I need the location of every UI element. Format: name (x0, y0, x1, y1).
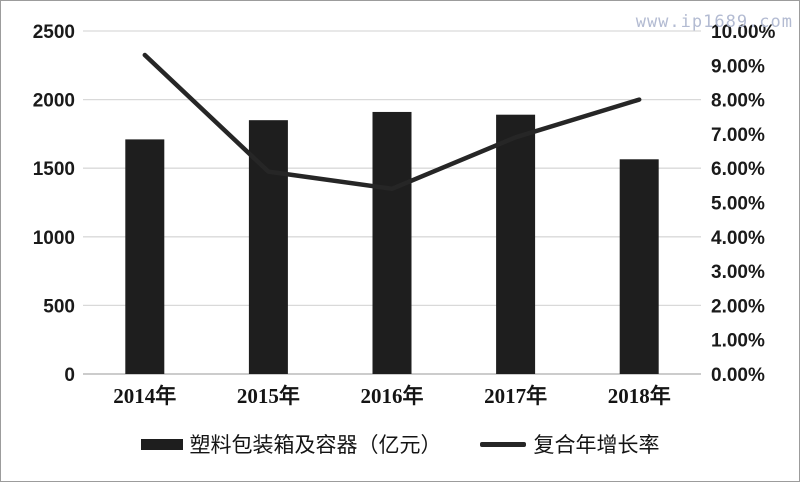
bar-2017年 (496, 114, 536, 374)
left-axis-tick-label: 2500 (33, 22, 75, 43)
right-axis-tick-label: 0.00% (711, 365, 765, 386)
left-axis-tick-label: 1500 (33, 159, 75, 180)
bar-2015年 (248, 120, 288, 375)
right-axis-tick-label: 9.00% (711, 56, 765, 77)
right-axis-tick-label: 1.00% (711, 331, 765, 352)
right-axis-tick-label: 2.00% (711, 296, 765, 317)
x-axis-tick-label: 2017年 (484, 384, 547, 408)
right-axis-tick-label: 5.00% (711, 194, 765, 215)
chart-legend: 塑料包装箱及容器（亿元） 复合年增长率 (1, 429, 799, 459)
line-series-legend-label: 复合年增长率 (533, 433, 660, 457)
bar-2014年 (125, 139, 165, 374)
legend-item-line-series: 复合年增长率 (479, 429, 660, 459)
x-axis-tick-label: 2018年 (608, 384, 671, 408)
left-axis-tick-label: 0 (64, 365, 75, 386)
bar-series-swatch-icon (140, 438, 183, 450)
right-axis-tick-label: 4.00% (711, 228, 765, 249)
x-axis-tick-label: 2014年 (113, 384, 176, 408)
left-axis-tick-label: 500 (43, 296, 75, 317)
right-axis-tick-label: 10.00% (711, 22, 776, 43)
line-series-swatch-icon (479, 441, 526, 447)
x-axis-tick-label: 2015年 (237, 384, 300, 408)
x-axis-tick-label: 2016年 (361, 384, 424, 408)
bar-series-legend-label: 塑料包装箱及容器（亿元） (189, 433, 442, 457)
bar-2016年 (372, 111, 412, 374)
right-axis-tick-label: 6.00% (711, 159, 765, 180)
left-axis-tick-label: 2000 (33, 91, 75, 112)
right-axis-tick-label: 7.00% (711, 125, 765, 146)
bar-2018年 (619, 159, 659, 374)
right-axis-tick-label: 3.00% (711, 262, 765, 283)
growth-rate-line (142, 52, 642, 192)
left-axis-tick-label: 1000 (33, 228, 75, 249)
right-axis-tick-label: 8.00% (711, 91, 765, 112)
legend-item-bar-series: 塑料包装箱及容器（亿元） (140, 429, 442, 459)
